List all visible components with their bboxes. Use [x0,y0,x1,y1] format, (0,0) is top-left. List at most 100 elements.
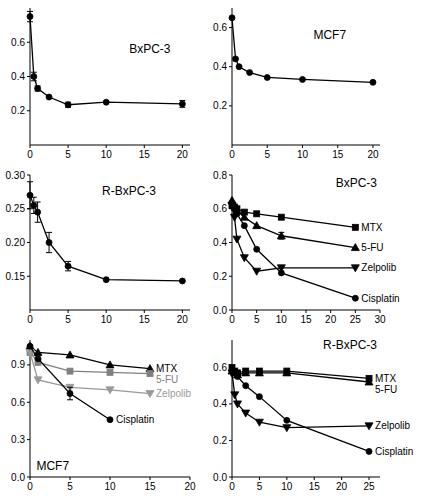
marker [242,369,250,376]
x-tick-label: 25 [350,314,362,325]
x-tick-label: 15 [139,149,151,160]
panel: 051015200.00.30.60.9MTX5-FUZelpolibCispl… [11,340,196,492]
y-tick-label: 0.2 [11,105,25,116]
x-tick [355,310,356,313]
series-line [232,373,369,428]
y-tick [229,440,232,441]
x-tick [110,477,111,480]
series-label: Cisplatin [361,293,399,304]
marker [256,394,262,400]
x-tick-label: 5 [254,314,260,325]
figure: 051015200.20.40.6BxPC-3051015200.20.40.6… [0,0,424,500]
x-tick-label: 15 [139,314,151,325]
series-label: 5-FU [375,384,397,395]
plot-area [27,11,185,107]
x-tick-label: 15 [300,314,312,325]
x-tick-label: 20 [336,481,348,492]
series-line [232,18,373,83]
y-tick-label: 0.30 [6,170,26,181]
marker [240,213,248,220]
series-label: MTX [156,363,177,374]
plot-area [228,196,359,301]
plot-area [27,182,185,284]
y-tick [229,175,232,176]
series-line [232,371,369,382]
x-tick-label: 15 [309,481,321,492]
marker [299,76,305,82]
x-tick-label: 5 [264,149,270,160]
panel-title: MCF7 [36,459,69,473]
x-tick [369,477,370,480]
y-tick [27,402,30,403]
x-tick-label: 20 [367,149,379,160]
x-tick [314,477,315,480]
marker [229,15,235,21]
marker [365,378,373,385]
x-tick-label: 10 [276,314,288,325]
x-tick [106,145,107,148]
marker [31,74,37,80]
marker [231,392,239,399]
y-tick [27,439,30,440]
error-bar [27,11,33,21]
series-label: 5-FU [156,374,178,385]
y-tick-label: 0.6 [213,22,227,33]
marker [66,351,74,358]
y-tick-label: 0.4 [213,398,227,409]
y-tick [27,42,30,43]
x-tick-label: 20 [325,314,337,325]
x-tick [30,310,31,313]
x-tick [380,310,381,313]
marker [67,391,73,397]
marker [35,85,41,91]
y-tick-label: 0.2 [213,100,227,111]
marker [242,410,250,417]
x-tick [267,145,268,148]
marker [247,70,253,76]
x-tick [144,310,145,313]
marker [46,240,52,246]
y-tick-label: 0.0 [213,305,227,316]
plot-area [228,364,373,454]
marker [243,383,249,389]
error-bar [179,100,185,107]
y-tick-label: 0.0 [213,472,227,483]
y-tick-label: 0.3 [11,434,25,445]
error-bar [65,261,71,270]
y-tick [229,310,232,311]
x-tick-label: 0 [229,149,235,160]
x-tick [182,145,183,148]
y-tick [27,364,30,365]
marker [255,369,263,376]
panel: 051015200.150.200.250.30R-BxPC-3 [6,170,190,326]
marker [35,209,41,215]
marker [264,74,270,80]
x-tick [232,145,233,148]
x-tick [70,477,71,480]
marker [65,102,71,108]
marker [46,94,52,100]
series-label: Zelpolib [156,388,191,399]
marker [365,423,373,430]
series-line [30,346,110,419]
panel: 0510152025300.00.20.40.60.8MTX5-FUZelpol… [213,170,400,326]
error-bar [67,387,73,399]
x-tick [306,310,307,313]
series-line [30,195,182,281]
y-tick [229,477,232,478]
y-tick-label: 0.15 [6,271,26,282]
y-tick-label: 0.2 [213,271,227,282]
marker [179,278,185,284]
x-tick-label: 10 [104,481,116,492]
marker [253,268,261,275]
y-tick [27,276,30,277]
y-tick [27,477,30,478]
marker [240,255,248,262]
marker [351,265,359,272]
x-tick [256,310,257,313]
panel-title: R-BxPC-3 [102,184,156,198]
x-axis [30,145,190,146]
marker [147,371,153,377]
marker [233,56,239,62]
marker [107,369,113,375]
